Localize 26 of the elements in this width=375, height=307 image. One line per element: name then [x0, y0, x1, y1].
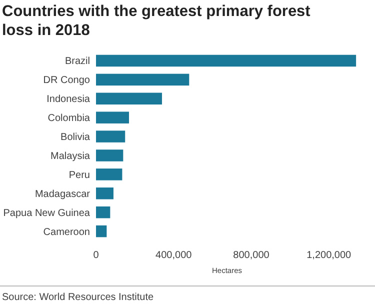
y-tick-label: Peru	[68, 170, 90, 181]
bar	[96, 225, 107, 238]
chart-title: Countries with the greatest primary forest loss in 2018	[2, 3, 310, 39]
y-tick-label: Indonesia	[46, 94, 90, 106]
source-note: Source: World Resources Institute	[2, 292, 154, 303]
y-tick-label: Cameroon	[43, 226, 90, 238]
bar	[96, 150, 124, 162]
x-tick-label: 1,200,000	[306, 250, 352, 261]
y-tick-label: Madagascar	[34, 188, 91, 200]
bar	[96, 92, 162, 104]
bar	[96, 112, 129, 124]
bar	[96, 188, 114, 200]
bar	[96, 54, 356, 67]
y-tick-label: Papua New Guinea	[3, 208, 90, 219]
x-tick-label: 400,000	[156, 250, 192, 261]
bar	[96, 168, 122, 180]
bar	[96, 74, 190, 86]
y-tick-label: Brazil	[64, 56, 90, 68]
y-tick-label: DR Congo	[43, 75, 90, 86]
bar	[96, 130, 126, 142]
x-tick-label: 800,000	[233, 250, 270, 261]
bar	[96, 206, 110, 218]
y-tick-label: Colombia	[48, 113, 90, 124]
y-tick-label: Malaysia	[50, 150, 90, 162]
x-tick-label: 0	[93, 250, 100, 261]
y-tick-label: Bolivia	[60, 132, 90, 144]
